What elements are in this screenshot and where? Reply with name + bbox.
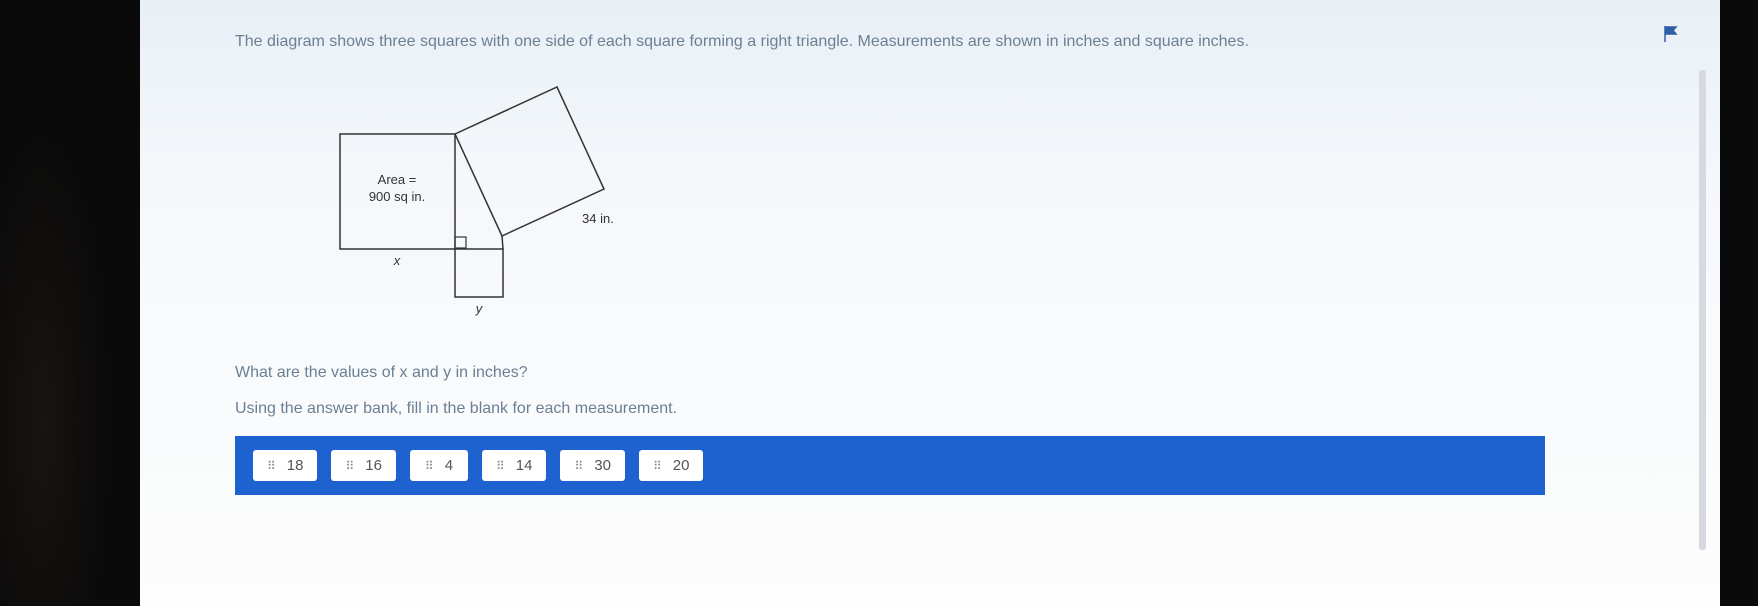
answer-tile[interactable]: ⠿ 30 [560, 450, 624, 481]
answer-bank: ⠿ 18 ⠿ 16 ⠿ 4 ⠿ 14 ⠿ 30 ⠿ 20 [235, 436, 1545, 495]
bottom-square [455, 249, 503, 297]
x-label: x [393, 253, 401, 268]
flag-icon[interactable] [1662, 25, 1680, 49]
diagram: Area = 900 sq in. x 34 in. y [285, 79, 765, 339]
area-label-2: 900 sq in. [369, 189, 425, 204]
answer-value: 16 [365, 457, 382, 474]
drag-handle-icon: ⠿ [653, 463, 663, 469]
answer-tile[interactable]: ⠿ 4 [410, 450, 468, 481]
drag-handle-icon: ⠿ [574, 463, 584, 469]
answer-value: 4 [445, 457, 453, 474]
content-area: The diagram shows three squares with one… [140, 0, 1720, 606]
right-bezel [1720, 0, 1758, 606]
drag-handle-icon: ⠿ [267, 463, 277, 469]
answer-value: 20 [673, 457, 690, 474]
left-bezel [0, 0, 140, 606]
answer-tile[interactable]: ⠿ 16 [331, 450, 395, 481]
question-text: What are the values of x and y in inches… [235, 364, 1640, 382]
scrollbar[interactable] [1699, 70, 1706, 550]
answer-tile[interactable]: ⠿ 18 [253, 450, 317, 481]
instruction-text: Using the answer bank, fill in the blank… [235, 400, 1640, 418]
problem-statement: The diagram shows three squares with one… [235, 30, 1640, 54]
answer-value: 30 [594, 457, 611, 474]
answer-tile[interactable]: ⠿ 20 [639, 450, 703, 481]
answer-value: 18 [287, 457, 304, 474]
drag-handle-icon: ⠿ [496, 463, 506, 469]
hypotenuse-label: 34 in. [582, 211, 614, 226]
area-label-1: Area = [378, 172, 417, 187]
drag-handle-icon: ⠿ [425, 463, 435, 469]
y-label: y [475, 301, 484, 316]
answer-value: 14 [516, 457, 533, 474]
right-angle-marker [455, 237, 466, 248]
drag-handle-icon: ⠿ [345, 463, 355, 469]
answer-tile[interactable]: ⠿ 14 [482, 450, 546, 481]
triangle-side [502, 236, 503, 249]
